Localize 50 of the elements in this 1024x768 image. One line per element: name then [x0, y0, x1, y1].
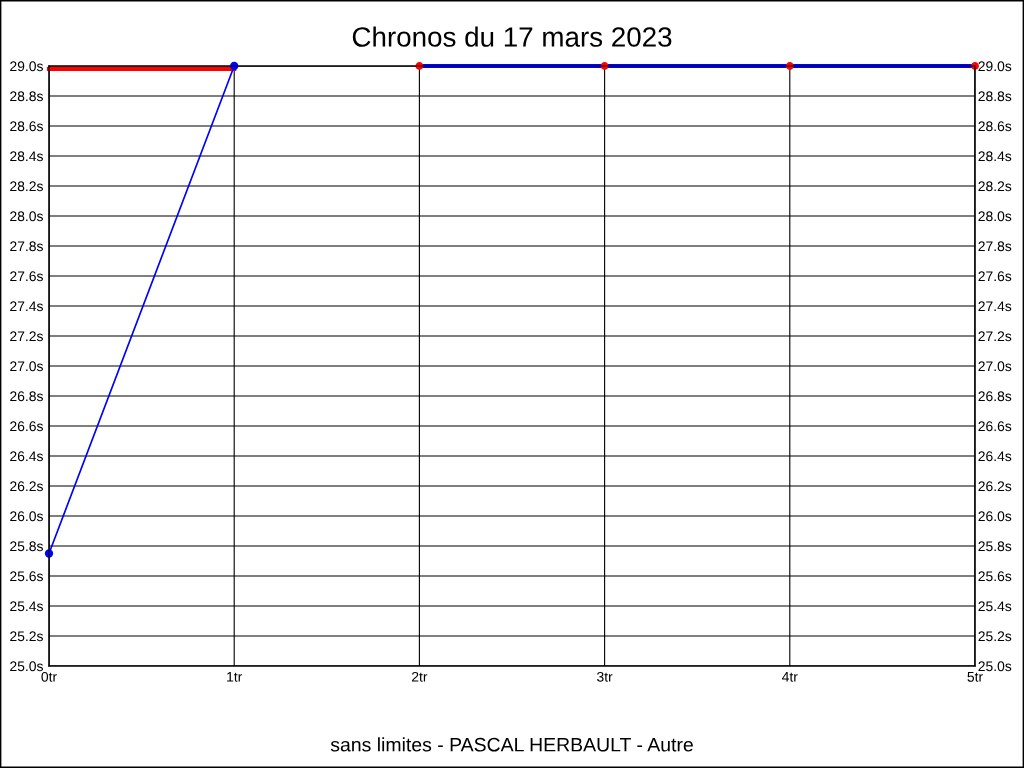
y2-tick-label: 26.2s — [978, 481, 1012, 492]
x-tick-label: 1tr — [227, 672, 243, 682]
x-tick-label: 2tr — [412, 671, 428, 682]
y-tick-label: 28.6s — [10, 121, 43, 132]
y-tick-label: 25.0s — [10, 661, 43, 672]
chart-title: Chronos du 17 mars 2023 — [352, 26, 672, 47]
y-tick-label: 27.2s — [10, 331, 43, 342]
y2-tick-label: 28.4s — [978, 151, 1012, 162]
y2-tick-label: 28.8s — [978, 91, 1012, 102]
y-tick-label: 28.4s — [10, 151, 43, 162]
y2-tick-label: 25.0s — [978, 661, 1012, 672]
y2-tick-label: 27.6s — [978, 271, 1012, 282]
y-tick-label: 26.2s — [10, 481, 43, 492]
y-tick-label: 25.6s — [10, 571, 43, 582]
y2-tick-label: 28.2s — [978, 181, 1012, 192]
y-tick-label: 29.0s — [10, 61, 43, 72]
y-tick-label: 28.0s — [10, 211, 43, 222]
y2-tick-label: 26.8s — [978, 391, 1012, 402]
y-tick-label: 27.4s — [10, 301, 43, 312]
y2-tick-label: 27.2s — [978, 331, 1012, 342]
y-tick-label: 26.8s — [10, 391, 43, 402]
y2-tick-label: 25.8s — [978, 541, 1012, 552]
y2-tick-label: 25.4s — [978, 601, 1012, 612]
y2-tick-label: 26.6s — [978, 421, 1012, 432]
y2-tick-label: 26.4s — [978, 451, 1012, 462]
y2-tick-label: 27.8s — [978, 241, 1012, 252]
y-tick-label: 26.6s — [10, 421, 43, 432]
y2-tick-label: 28.0s — [978, 211, 1012, 222]
x-tick-label: 3tr — [597, 671, 613, 682]
y2-tick-label: 25.6s — [978, 571, 1012, 582]
y-tick-label: 25.4s — [10, 601, 43, 612]
y-tick-label: 26.0s — [10, 511, 43, 522]
y-tick-label: 28.2s — [10, 181, 43, 192]
y2-tick-label: 28.6s — [978, 121, 1012, 132]
y2-tick-label: 27.0s — [978, 361, 1012, 372]
y2-tick-label: 25.2s — [978, 631, 1012, 642]
y-tick-label: 27.8s — [10, 241, 43, 252]
y-tick-label: 27.6s — [10, 271, 43, 282]
y-tick-label: 28.8s — [10, 91, 43, 102]
y-tick-label: 25.2s — [10, 631, 43, 642]
x-tick-label: 0tr — [41, 671, 57, 682]
x-axis-title: sans limites - PASCAL HERBAULT - Autre — [330, 737, 693, 752]
y2-tick-label: 26.0s — [978, 511, 1012, 522]
x-tick-label: 4tr — [782, 672, 798, 682]
y2-tick-label: 29.0s — [978, 61, 1012, 72]
y-tick-label: 25.8s — [10, 541, 43, 552]
x-tick-label: 5tr — [967, 672, 983, 682]
y2-tick-label: 27.4s — [978, 301, 1012, 312]
y-tick-label: 27.0s — [10, 361, 43, 372]
y-tick-label: 26.4s — [10, 451, 43, 462]
